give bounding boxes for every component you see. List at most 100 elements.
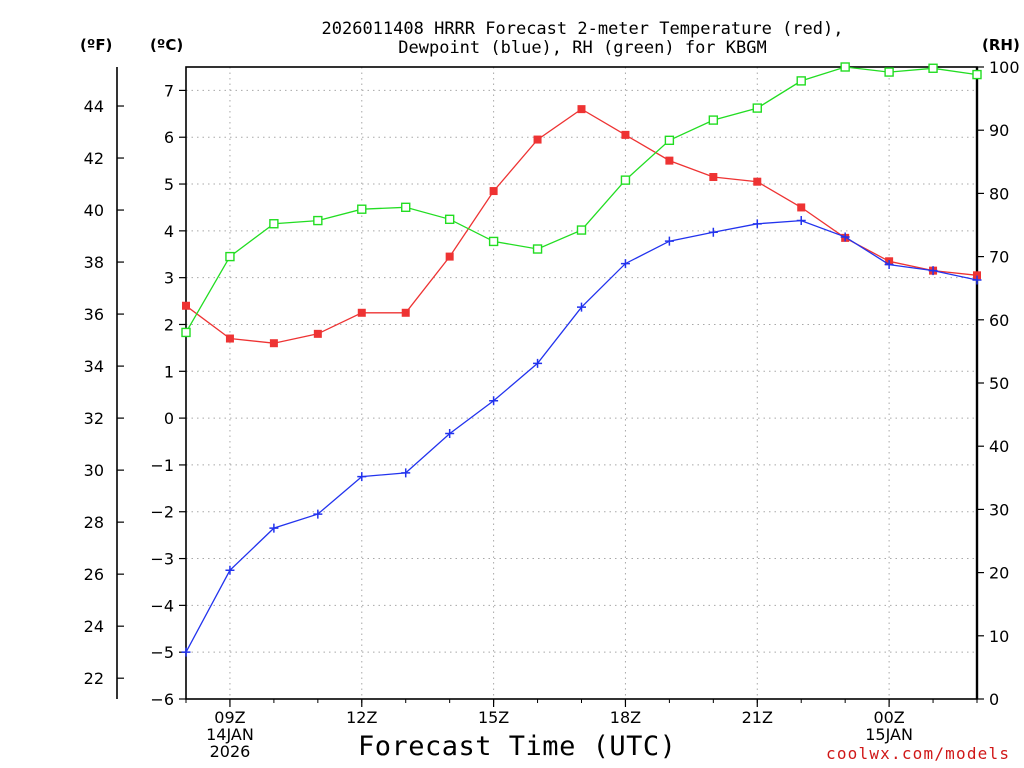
x-tick-label: 12Z xyxy=(346,708,377,727)
celsius-tick-label: 4 xyxy=(164,222,174,241)
dewpoint-point xyxy=(269,523,279,533)
relative-humidity-point xyxy=(884,67,894,77)
fahrenheit-tick-label: 34 xyxy=(84,357,104,376)
chart-title-line-1: 2026011408 HRRR Forecast 2-meter Tempera… xyxy=(321,19,844,39)
temperature-point xyxy=(489,187,498,196)
x-tick-label: 00Z xyxy=(873,708,904,727)
x-tick-label: 21Z xyxy=(742,708,773,727)
dewpoint-point xyxy=(313,509,323,519)
temperature-point xyxy=(709,173,718,182)
dewpoint-point xyxy=(445,429,455,439)
fahrenheit-unit-label: (ºF) xyxy=(80,36,113,54)
temperature-point xyxy=(225,334,234,343)
dewpoint-point xyxy=(664,236,674,246)
relative-humidity-point xyxy=(752,103,762,113)
rh-tick-label: 80 xyxy=(989,184,1009,203)
relative-humidity-point xyxy=(928,63,938,73)
celsius-tick-label: 3 xyxy=(164,269,174,288)
rh-tick-label: 70 xyxy=(989,248,1009,267)
relative-humidity-point xyxy=(620,175,631,185)
fahrenheit-tick-label: 28 xyxy=(84,513,104,532)
temperature-point xyxy=(269,339,278,348)
relative-humidity-point xyxy=(840,62,850,72)
fahrenheit-tick-label: 38 xyxy=(84,253,104,272)
fahrenheit-tick-label: 26 xyxy=(84,565,104,584)
temperature-point xyxy=(445,252,454,261)
celsius-tick-label: −3 xyxy=(150,550,174,569)
celsius-tick-label: −4 xyxy=(150,596,174,615)
rh-tick-label: 30 xyxy=(989,500,1009,519)
chart-title-line-2: Dewpoint (blue), RH (green) for KBGM xyxy=(398,38,767,58)
rh-tick-label: 10 xyxy=(989,627,1009,646)
temperature-point xyxy=(621,130,630,139)
rh-tick-label: 50 xyxy=(989,374,1009,393)
fahrenheit-tick-label: 24 xyxy=(84,617,104,636)
x-tick-label: 15Z xyxy=(478,708,509,727)
celsius-tick-label: −2 xyxy=(150,503,174,522)
celsius-tick-label: 6 xyxy=(164,128,174,147)
rh-tick-label: 40 xyxy=(989,437,1009,456)
dewpoint-point xyxy=(401,468,411,478)
relative-humidity-point xyxy=(576,225,587,235)
x-tick-label: 14JAN xyxy=(206,725,254,744)
relative-humidity-point xyxy=(972,69,982,80)
dewpoint-point xyxy=(181,647,191,657)
rh-unit-label: (RH) xyxy=(982,36,1020,54)
dewpoint-point xyxy=(752,219,762,229)
celsius-tick-label: −6 xyxy=(150,690,174,709)
fahrenheit-tick-label: 40 xyxy=(84,201,104,220)
relative-humidity-point xyxy=(401,202,411,213)
relative-humidity-point xyxy=(488,236,499,247)
dewpoint-point xyxy=(357,472,367,482)
rh-tick-label: 60 xyxy=(989,311,1009,330)
dewpoint-point xyxy=(620,259,630,269)
temperature-point xyxy=(357,308,366,317)
relative-humidity-point xyxy=(708,115,719,125)
x-tick-label: 18Z xyxy=(610,708,641,727)
temperature-point xyxy=(973,271,981,280)
temperature-point xyxy=(533,135,542,144)
relative-humidity-point xyxy=(664,135,675,146)
dewpoint-point xyxy=(489,396,499,406)
x-tick-label: 2026 xyxy=(210,742,251,761)
dewpoint-point xyxy=(577,302,586,312)
rh-tick-label: 0 xyxy=(989,690,999,709)
rh-tick-label: 100 xyxy=(989,58,1020,77)
celsius-tick-label: 1 xyxy=(164,362,174,381)
temperature-point xyxy=(401,308,410,317)
fahrenheit-tick-label: 44 xyxy=(84,97,104,116)
x-tick-label: 09Z xyxy=(214,708,245,727)
rh-tick-label: 90 xyxy=(989,121,1009,140)
dewpoint-point xyxy=(533,358,543,368)
celsius-tick-label: −5 xyxy=(150,643,174,662)
relative-humidity-point xyxy=(225,251,235,262)
fahrenheit-tick-label: 22 xyxy=(84,669,104,688)
relative-humidity-point xyxy=(444,214,455,225)
relative-humidity-point xyxy=(796,76,806,86)
celsius-tick-label: −1 xyxy=(150,456,174,475)
x-axis-title: Forecast Time (UTC) xyxy=(358,731,677,762)
celsius-unit-label: (ºC) xyxy=(150,36,184,54)
celsius-tick-label: 5 xyxy=(164,175,174,194)
relative-humidity-point xyxy=(181,327,191,338)
fahrenheit-tick-label: 30 xyxy=(84,461,104,480)
fahrenheit-tick-label: 32 xyxy=(84,409,104,428)
celsius-tick-label: 0 xyxy=(164,409,174,428)
rh-tick-label: 20 xyxy=(989,564,1009,583)
x-tick-label: 15JAN xyxy=(865,725,913,744)
dewpoint-line xyxy=(185,219,978,653)
dewpoint-point xyxy=(225,565,235,575)
relative-humidity-point xyxy=(357,204,367,214)
dewpoint-point xyxy=(796,216,806,226)
plot-frame xyxy=(185,66,978,700)
relative-humidity-point xyxy=(269,219,279,229)
temperature-point xyxy=(313,329,322,338)
dewpoint-point xyxy=(928,266,938,276)
dewpoint-point xyxy=(972,275,982,285)
temperature-point xyxy=(182,301,190,310)
source-credit: coolwx.com/models xyxy=(826,744,1011,763)
relative-humidity-point xyxy=(532,244,543,254)
temperature-point xyxy=(797,203,806,212)
dewpoint-point xyxy=(840,232,850,242)
